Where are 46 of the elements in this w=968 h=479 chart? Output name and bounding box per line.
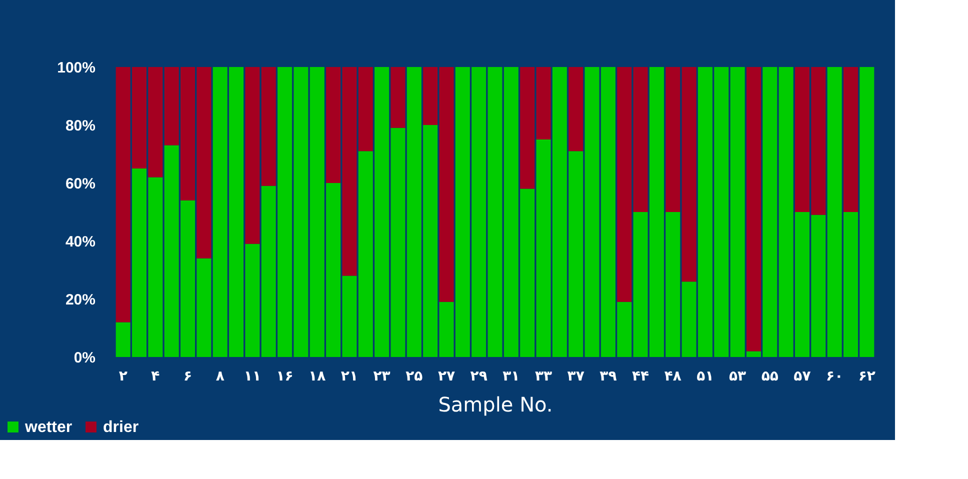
x-tick-label: ۲۱ [340, 368, 358, 384]
y-tick-label: 80% [65, 118, 96, 134]
x-tick-label: ۱۶ [276, 368, 294, 384]
x-tick-label: ۵۳ [729, 368, 747, 384]
x-tick-label: ۵۱ [696, 368, 714, 384]
x-tick-label: ۲۹ [470, 368, 488, 384]
bar [843, 67, 858, 212]
x-tick-label: ۳۹ [600, 368, 618, 384]
x-tick-label: ۵۷ [794, 368, 812, 384]
y-tick-label: 20% [65, 292, 96, 308]
bar [633, 67, 648, 212]
x-tick-label: ۶۰ [826, 368, 844, 384]
bar [245, 67, 260, 244]
x-axis-title: Sample No. [438, 392, 553, 416]
x-tick-label: ۴ [151, 368, 160, 384]
bar [261, 67, 276, 186]
y-tick-label: 100% [57, 60, 96, 76]
bar [746, 67, 761, 352]
bar [617, 67, 632, 302]
x-tick-label: ۸ [216, 368, 225, 384]
x-tick-label: ۶۲ [858, 368, 876, 384]
x-tick-label: ۴۴ [632, 368, 650, 384]
legend-label: wetter [24, 419, 72, 436]
x-tick-label: ۳۳ [534, 368, 553, 384]
bar [666, 67, 680, 212]
bar [390, 67, 406, 128]
bar [520, 67, 535, 189]
x-tick-label: ۲۳ [373, 368, 391, 384]
bar [682, 67, 696, 282]
x-tick-label: ۵۵ [761, 368, 779, 384]
y-tick-label: 40% [65, 234, 96, 250]
y-tick-label: 0% [74, 350, 96, 366]
x-tick-label: ۱۸ [308, 368, 326, 384]
x-tick-label: ۲۷ [438, 368, 456, 384]
bar [536, 67, 551, 140]
x-tick-label: ۳۱ [502, 368, 520, 384]
x-tick-label: ۴۸ [664, 368, 682, 384]
x-tick-label: ۶ [183, 368, 192, 384]
x-tick-label: ۳۷ [567, 368, 585, 384]
x-tick-label: ۲۵ [406, 368, 424, 384]
bar [358, 67, 373, 152]
legend-label: drier [103, 419, 139, 436]
x-tick-label: ۲ [118, 368, 128, 384]
y-tick-label: 60% [65, 176, 96, 192]
bar [568, 67, 584, 152]
x-tick-label: ۱۱ [244, 368, 261, 384]
